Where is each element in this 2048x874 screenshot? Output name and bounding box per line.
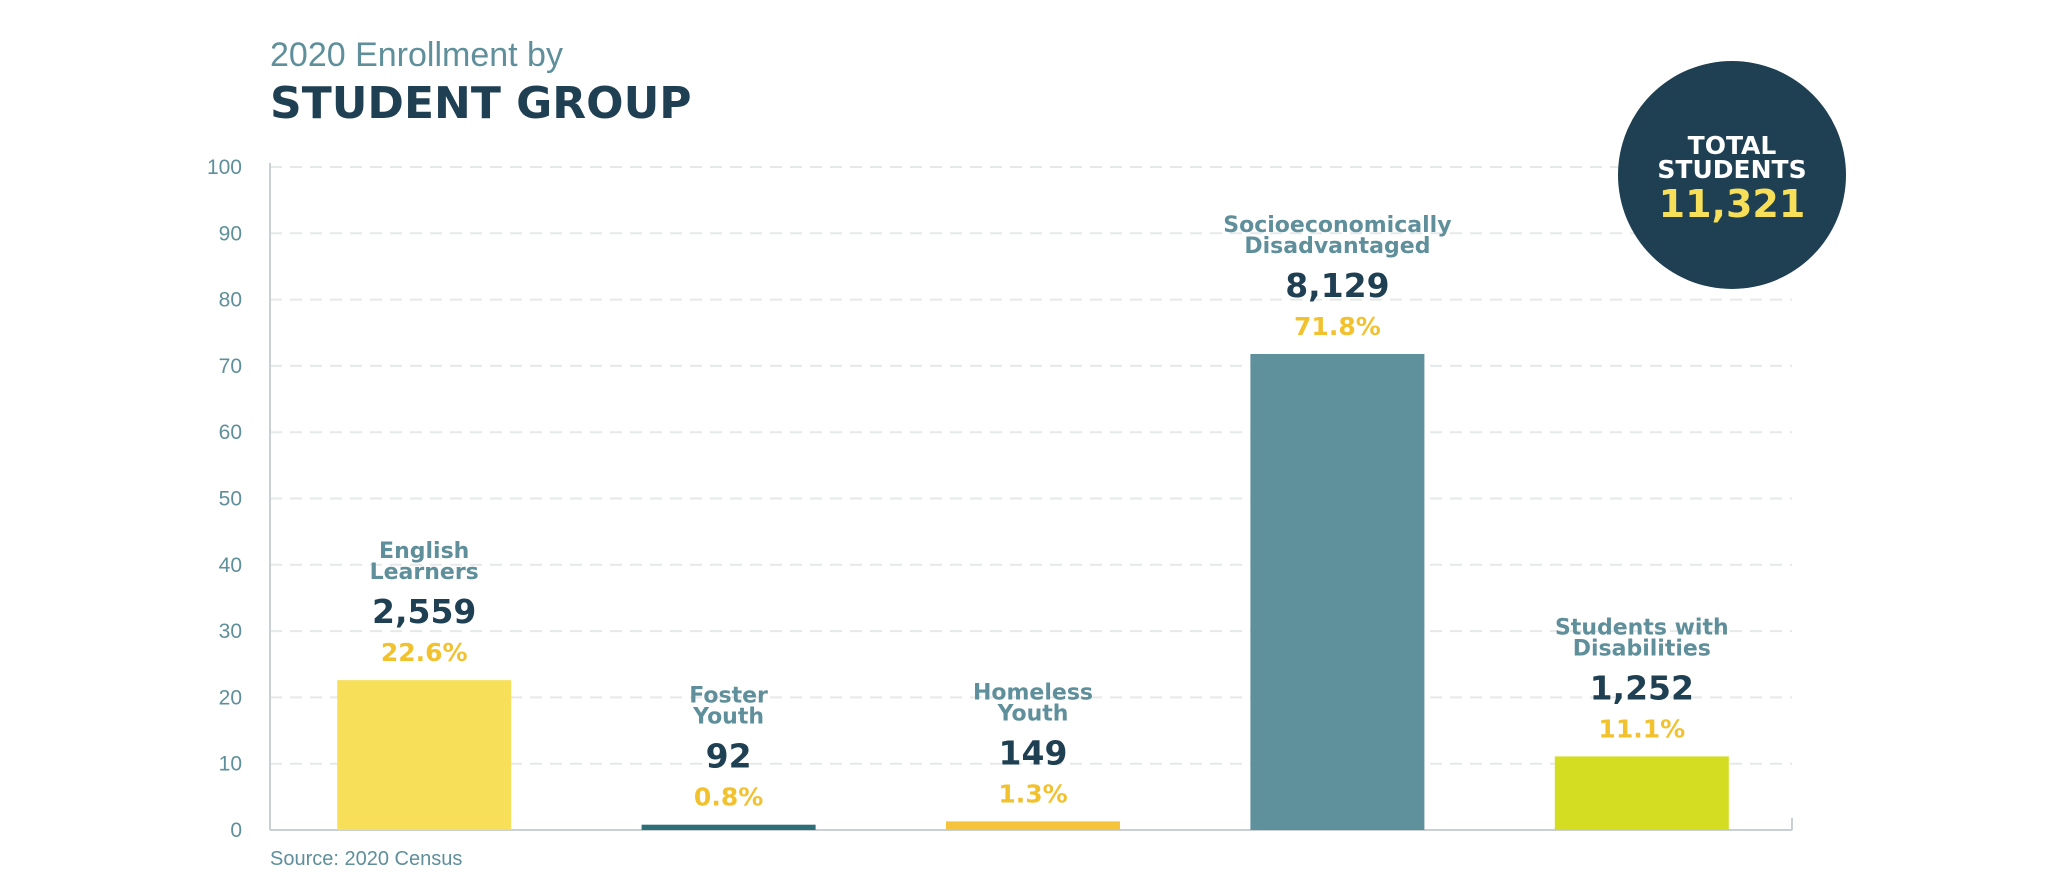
bar-count-label: 149 [999,733,1068,772]
bars [337,353,1729,830]
y-tick-label: 70 [219,355,242,378]
y-tick-label: 40 [219,554,242,577]
bar [946,821,1120,830]
y-tick-label: 30 [219,620,242,643]
y-tick-label: 20 [219,686,242,709]
category-label-line2: Disadvantaged [1244,234,1430,259]
chart-subtitle: 2020 Enrollment by [270,36,563,74]
badge-title-line1: TOTAL [1688,131,1777,160]
bar-percent-label: 71.8% [1294,312,1381,341]
bar-count-label: 2,559 [372,592,476,631]
total-students-badge: TOTAL STUDENTS 11,321 [1618,61,1846,289]
y-tick-label: 80 [219,289,242,312]
bar-percent-label: 22.6% [381,638,468,667]
bar-count-label: 8,129 [1285,266,1389,305]
bar [641,824,816,830]
category-label-line1: Students with [1555,615,1729,640]
y-tick-label: 100 [207,156,242,179]
chart-title: STUDENT GROUP [270,78,692,129]
bar [337,680,512,830]
y-axis-ticks: 0 10 20 30 40 50 60 70 80 90 100 [207,156,242,842]
bar-count-label: 1,252 [1590,668,1694,707]
category-label-line2: Disabilities [1573,636,1711,661]
y-tick-label: 50 [219,488,242,511]
y-tick-label: 90 [219,222,242,245]
bar [1250,353,1425,830]
category-label-line2: Learners [370,560,479,585]
badge-circle [1618,61,1846,289]
category-label-line1: English [379,539,469,564]
badge-title-line2: STUDENTS [1657,155,1806,184]
y-tick-label: 60 [219,421,242,444]
category-label-line2: Youth [692,705,764,730]
source-note: Source: 2020 Census [270,848,462,870]
bar-percent-label: 0.8% [694,783,763,812]
bar [1554,756,1729,830]
category-label-line1: Socioeconomically [1223,213,1451,238]
gridlines [270,166,1792,765]
bar-percent-label: 1.3% [998,779,1067,808]
badge-total-value: 11,321 [1659,182,1806,226]
bar-labels: 22.6%2,559EnglishLearners0.8%92FosterYou… [370,213,1729,812]
y-tick-label: 10 [219,753,242,776]
category-label-line1: Foster [689,684,768,709]
category-label-line1: Homeless [973,680,1093,705]
bar-count-label: 92 [706,737,752,776]
bar-percent-label: 11.1% [1598,714,1685,743]
category-label-line2: Youth [997,701,1069,726]
y-tick-label: 0 [230,819,242,842]
